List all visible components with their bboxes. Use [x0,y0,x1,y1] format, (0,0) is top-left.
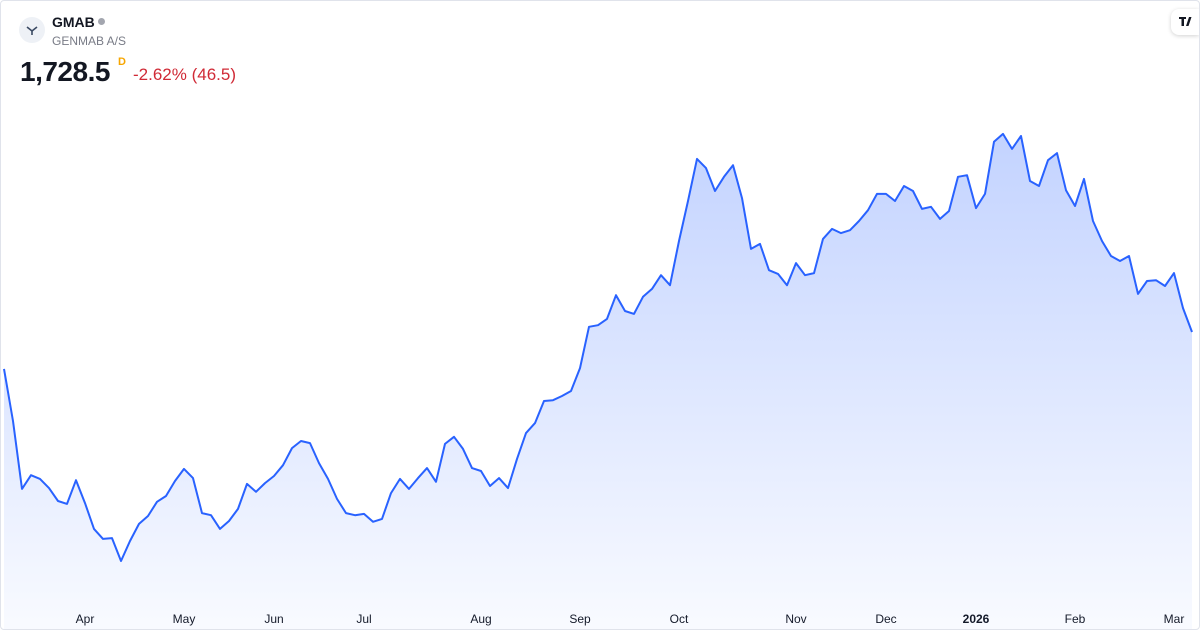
symbol[interactable]: GMAB [52,14,95,30]
area-fill [4,133,1192,629]
logo-icon [26,26,38,35]
tv-icon [1179,17,1192,26]
price-change: -2.62% (46.5) [133,65,236,84]
status-dot [98,18,105,25]
symbol-logo [19,17,45,43]
price-line [3,132,1193,562]
interval: D [118,56,126,68]
company-name: GENMAB A/S [52,34,127,48]
tradingview-logo[interactable] [1171,9,1199,35]
price: 1,728.5 [20,56,110,87]
